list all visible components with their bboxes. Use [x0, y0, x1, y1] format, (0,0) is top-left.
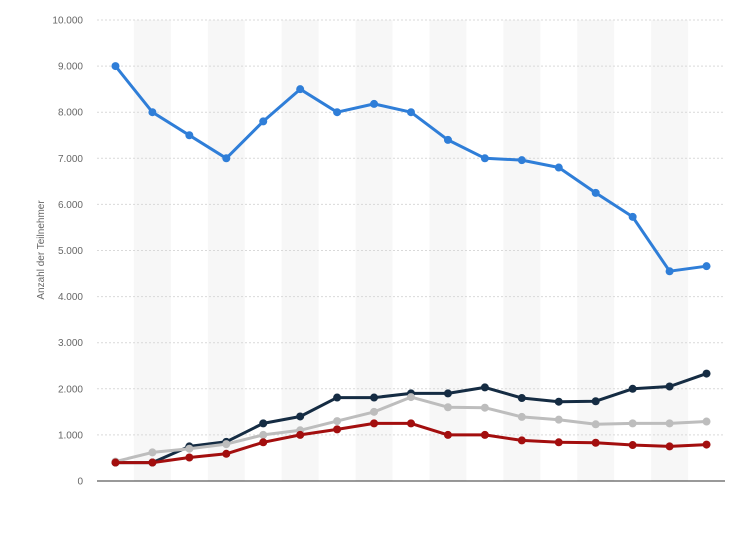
series-line: [114, 64, 708, 273]
data-point[interactable]: [480, 383, 489, 392]
data-point[interactable]: [259, 117, 268, 126]
data-point[interactable]: [370, 419, 379, 428]
series-2: [111, 369, 711, 467]
y-tick-label: 8.000: [58, 108, 83, 119]
data-point[interactable]: [517, 394, 526, 403]
data-point[interactable]: [185, 131, 194, 140]
data-point[interactable]: [333, 108, 342, 117]
y-tick-label: 10.000: [52, 16, 83, 27]
y-tick-label: 3.000: [58, 338, 83, 349]
data-point[interactable]: [148, 448, 157, 457]
data-point[interactable]: [591, 420, 600, 429]
series-3: [111, 393, 711, 466]
data-point[interactable]: [370, 407, 379, 416]
y-axis-ticks: 0 1.000 2.000 3.000 4.000 5.000 6.000 7.000 8.00…: [52, 16, 83, 488]
data-point[interactable]: [407, 108, 415, 117]
data-point[interactable]: [185, 453, 194, 462]
data-point[interactable]: [665, 382, 674, 391]
data-point[interactable]: [628, 419, 637, 428]
data-point[interactable]: [702, 262, 711, 271]
y-tick-label: 6.000: [58, 200, 83, 211]
data-point[interactable]: [370, 99, 379, 108]
data-point[interactable]: [111, 458, 120, 467]
data-point[interactable]: [665, 442, 674, 451]
series-line: [114, 372, 708, 465]
data-point[interactable]: [222, 440, 231, 449]
data-point[interactable]: [443, 403, 452, 412]
data-point[interactable]: [628, 441, 637, 450]
data-point[interactable]: [407, 393, 415, 402]
series-line: [114, 421, 708, 465]
series-layer: [111, 62, 711, 467]
data-point[interactable]: [480, 154, 489, 163]
data-point[interactable]: [407, 419, 415, 428]
background-band: [429, 20, 467, 481]
data-point[interactable]: [665, 419, 674, 428]
data-point[interactable]: [591, 397, 600, 406]
data-point[interactable]: [702, 417, 711, 426]
y-tick-label: 5.000: [58, 246, 83, 257]
data-point[interactable]: [222, 154, 231, 163]
data-point[interactable]: [517, 436, 526, 445]
data-point[interactable]: [517, 412, 526, 421]
data-point[interactable]: [259, 430, 268, 439]
y-tick-label: 9.000: [58, 62, 83, 73]
data-point[interactable]: [665, 267, 674, 276]
data-point[interactable]: [296, 412, 305, 421]
y-tick-label: 1.000: [58, 430, 83, 441]
data-point[interactable]: [259, 419, 268, 428]
data-point[interactable]: [370, 393, 379, 402]
data-point[interactable]: [554, 415, 563, 424]
data-point[interactable]: [296, 85, 305, 94]
data-point[interactable]: [443, 430, 452, 439]
data-point[interactable]: [480, 430, 489, 439]
series-line: [114, 395, 708, 464]
data-point[interactable]: [554, 397, 563, 406]
data-point[interactable]: [480, 403, 489, 412]
data-point[interactable]: [111, 62, 120, 71]
data-point[interactable]: [222, 449, 231, 458]
data-point[interactable]: [333, 393, 342, 402]
data-point[interactable]: [443, 135, 452, 144]
data-point[interactable]: [148, 108, 157, 117]
data-point[interactable]: [702, 440, 711, 449]
data-point[interactable]: [591, 438, 600, 447]
y-tick-label: 4.000: [58, 292, 83, 303]
data-point[interactable]: [443, 389, 452, 398]
data-point[interactable]: [517, 156, 526, 165]
data-point[interactable]: [554, 438, 563, 447]
series-1: [111, 62, 711, 276]
data-point[interactable]: [554, 163, 563, 172]
series-4: [111, 419, 711, 467]
y-tick-label: 2.000: [58, 384, 83, 395]
data-point[interactable]: [628, 384, 637, 393]
data-point[interactable]: [296, 430, 305, 439]
data-point[interactable]: [628, 212, 637, 221]
data-point[interactable]: [259, 438, 268, 447]
data-point[interactable]: [333, 417, 342, 426]
data-point[interactable]: [591, 188, 600, 197]
y-axis-title: Anzahl der Teilnehmer: [36, 200, 47, 300]
data-point[interactable]: [333, 425, 342, 434]
data-point[interactable]: [702, 369, 711, 378]
y-tick-label: 0: [77, 477, 83, 488]
data-point[interactable]: [185, 444, 194, 453]
gridlines: [97, 19, 725, 482]
y-tick-label: 7.000: [58, 154, 83, 165]
data-point[interactable]: [148, 458, 157, 467]
